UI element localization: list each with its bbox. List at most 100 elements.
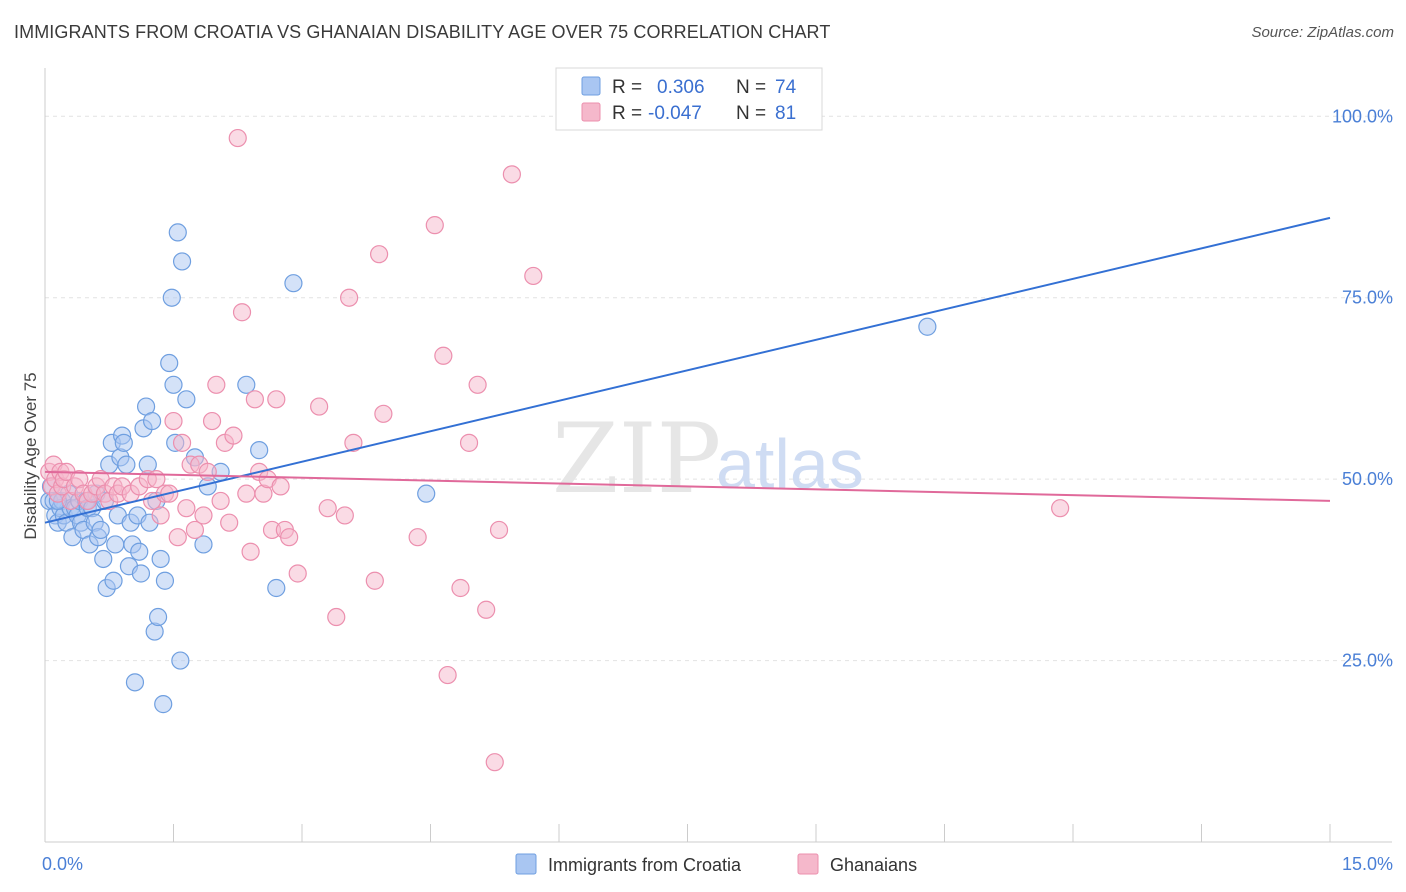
trend-lines (44, 216, 1331, 524)
y-tick-label-2: 75.0% (1342, 288, 1393, 308)
y-tick-label-0: 25.0% (1342, 651, 1393, 671)
croatia-point-51 (148, 607, 168, 627)
croatia-point-24 (91, 520, 110, 540)
croatia-point-48 (142, 411, 162, 431)
legend-r-value-1: 0.306 (657, 77, 705, 98)
watermark: ZIP atlas (552, 403, 864, 515)
y-tick-label-3: 100.0% (1332, 106, 1393, 126)
ghanaian-point-62 (335, 506, 354, 525)
croatia-point-56 (162, 288, 181, 307)
ghanaian-point-30 (164, 411, 183, 431)
croatia-point-43 (131, 564, 151, 583)
series-legend: Immigrants from Croatia Ghanaians (515, 853, 917, 875)
croatia-point-68 (250, 441, 269, 460)
croatia-point-70 (284, 274, 303, 293)
ghanaian-point-71 (438, 665, 457, 685)
legend-swatch-ghanaians (581, 102, 601, 122)
ghanaian-point-33 (177, 499, 196, 518)
bottom-legend-label-ghanaians: Ghanaians (830, 855, 917, 875)
y-tick-label-1: 50.0% (1342, 469, 1393, 489)
croatia-point-25 (94, 549, 113, 569)
legend-r-label-2: R = (612, 103, 642, 124)
croatia-point-55 (160, 353, 179, 373)
croatia-point-61 (172, 252, 192, 271)
ghanaian-point-45 (228, 128, 247, 148)
croatia-point-40 (125, 673, 145, 692)
ghanaian-point-47 (237, 484, 256, 503)
ghanaian-point-64 (344, 433, 363, 452)
legend-n-value-2: 81 (775, 103, 796, 124)
ghanaian-point-68 (408, 528, 427, 547)
ghanaian-point-61 (327, 607, 346, 627)
ghanaian-trend-line (44, 470, 1331, 502)
ghanaian-point-39 (202, 411, 222, 431)
ghanaian-point-80 (1051, 499, 1070, 518)
ghanaian-point-49 (245, 390, 264, 409)
ghanaian-point-48 (241, 542, 260, 561)
legend-n-label-1: N = (736, 77, 766, 98)
ghanaian-point-44 (224, 426, 243, 445)
legend-r-value-2: -0.047 (648, 103, 702, 124)
ghanaian-point-67 (374, 404, 393, 423)
x-tick-label-0: 0.0% (42, 854, 83, 874)
ghanaian-point-78 (502, 165, 521, 184)
ghanaian-point-31 (168, 528, 187, 547)
ghanaian-point-46 (232, 303, 252, 322)
source-label: Source: ZipAtlas.com (1251, 24, 1394, 41)
ghanaian-point-58 (288, 564, 307, 583)
legend-swatch-croatia (581, 76, 601, 96)
ghanaian-point-79 (524, 266, 543, 286)
chart-title: IMMIGRANTS FROM CROATIA VS GHANAIAN DISA… (14, 22, 831, 42)
ghanaian-point-73 (459, 433, 479, 452)
ghanaian-point-37 (194, 506, 213, 525)
ghanaian-point-65 (365, 571, 384, 590)
croatia-point-62 (177, 390, 196, 409)
croatia-point-31 (106, 535, 125, 554)
ghanaian-point-54 (267, 390, 286, 409)
croatia-point-67 (237, 375, 256, 394)
ghanaian-point-72 (451, 578, 470, 598)
ghanaian-point-55 (271, 477, 290, 496)
legend-r-label-1: R = (612, 77, 642, 98)
bottom-legend-swatch-ghanaians (797, 853, 819, 875)
ghanaian-point-69 (425, 216, 444, 235)
ghanaian-point-41 (211, 491, 230, 511)
ghanaian-point-43 (220, 513, 239, 532)
ghanaian-point-63 (340, 288, 359, 307)
watermark-atlas: atlas (716, 425, 864, 503)
croatia-point-57 (164, 375, 183, 394)
croatia-point-60 (171, 651, 190, 670)
croatia-point-53 (154, 695, 173, 714)
data-points (40, 128, 1070, 772)
ghanaian-point-74 (468, 375, 487, 394)
ghanaian-point-35 (185, 520, 205, 540)
legend-n-value-1: 74 (775, 77, 797, 98)
bottom-legend-label-croatia: Immigrants from Croatia (548, 855, 742, 875)
correlation-legend: R = 0.306 N = 74 R = -0.047 N = 81 (555, 67, 823, 131)
watermark-zip: ZIP (552, 403, 721, 515)
x-tick-label-1: 15.0% (1342, 854, 1393, 874)
ghanaian-point-38 (198, 462, 217, 481)
y-axis-label: Disability Age Over 75 (21, 372, 40, 539)
croatia-point-71 (417, 484, 436, 503)
croatia-trend-line (44, 216, 1331, 524)
ghanaian-point-40 (207, 375, 226, 394)
croatia-point-52 (151, 549, 170, 569)
ghanaian-point-76 (485, 753, 504, 772)
ghanaian-point-57 (280, 528, 299, 547)
legend-n-label-2: N = (736, 103, 766, 124)
croatia-point-59 (168, 223, 187, 242)
croatia-point-36 (117, 455, 136, 474)
ghanaian-point-75 (477, 600, 496, 619)
ghanaian-point-27 (151, 506, 170, 525)
croatia-point-69 (267, 578, 286, 598)
croatia-point-30 (104, 571, 123, 590)
ghanaian-point-70 (434, 346, 453, 365)
axes (44, 68, 1392, 843)
croatia-point-35 (114, 433, 133, 452)
bottom-legend-swatch-croatia (515, 853, 537, 875)
ghanaian-point-66 (370, 245, 389, 264)
ghanaian-point-32 (172, 433, 192, 452)
ghanaian-point-77 (489, 520, 509, 540)
